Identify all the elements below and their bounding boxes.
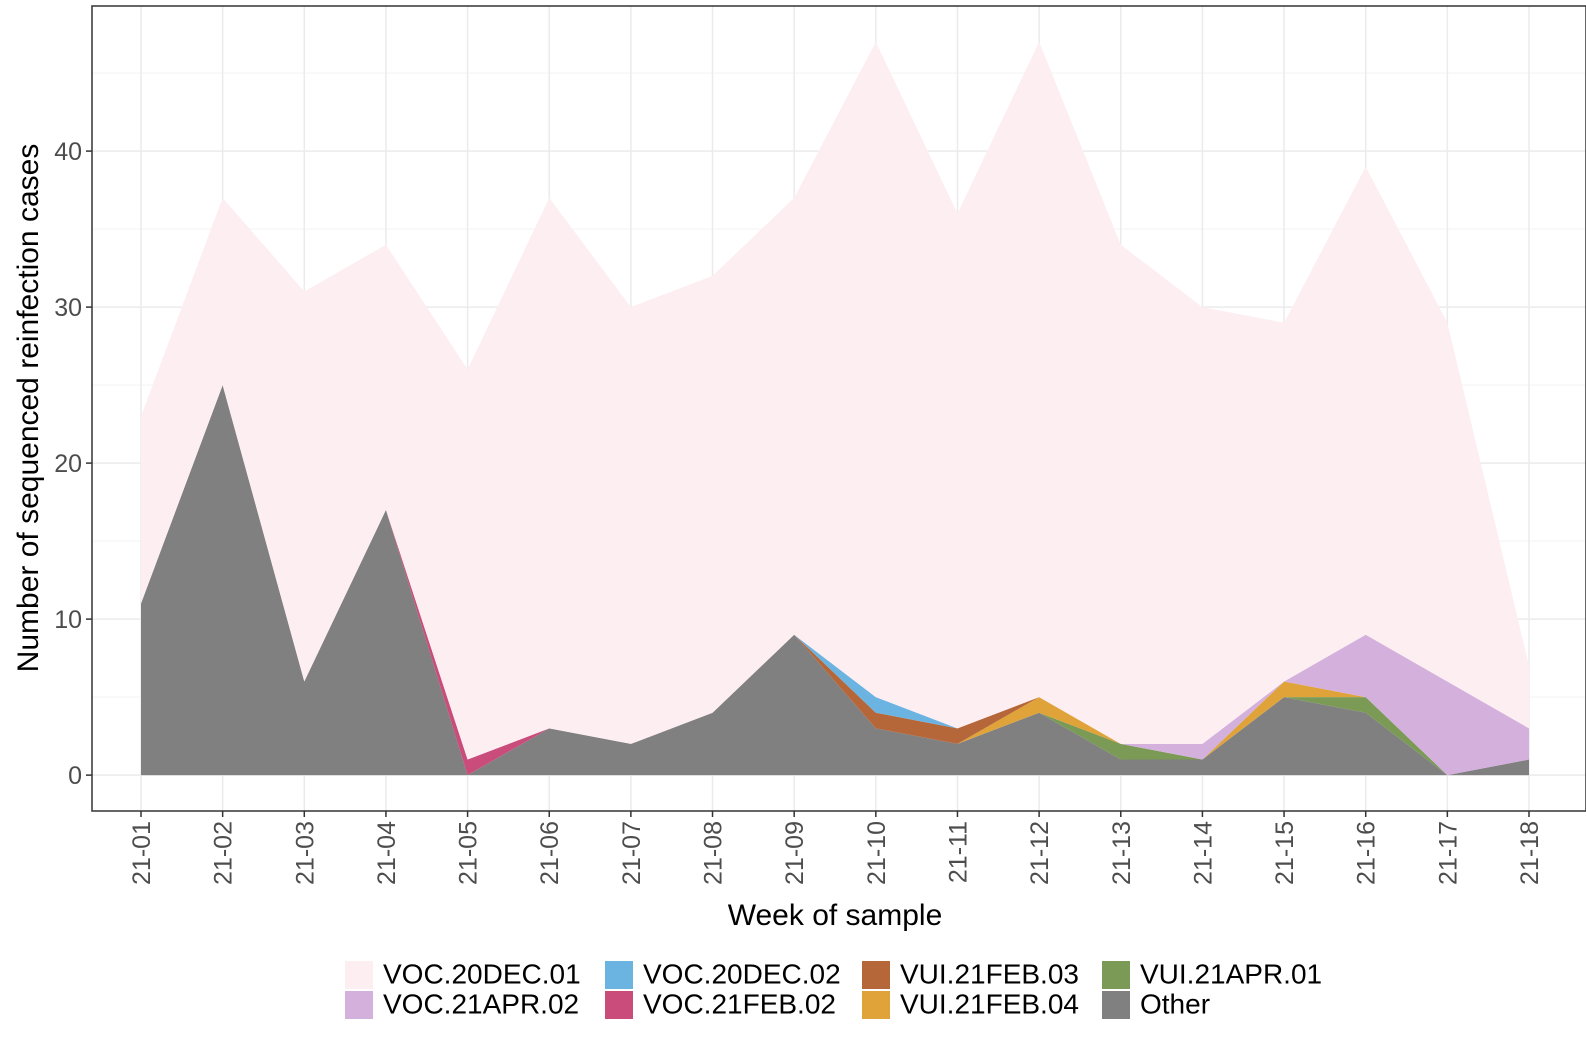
- legend-label: VUI.21FEB.04: [900, 988, 1079, 1019]
- x-tick-label: 21-01: [128, 821, 156, 885]
- legend-label: VUI.21FEB.03: [900, 958, 1079, 989]
- legend-label: VOC.21APR.02: [383, 988, 579, 1019]
- x-tick-label: 21-04: [373, 821, 401, 885]
- y-tick-label: 10: [54, 606, 82, 634]
- x-tick-label: 21-03: [291, 821, 319, 885]
- x-tick-label: 21-18: [1516, 821, 1544, 885]
- legend-key: [345, 961, 373, 989]
- x-tick-label: 21-09: [781, 821, 809, 885]
- y-tick-label: 30: [54, 294, 82, 322]
- x-tick-label: 21-05: [455, 821, 483, 885]
- x-tick-label: 21-12: [1026, 821, 1054, 885]
- legend-key: [1102, 961, 1130, 989]
- legend-label: VUI.21APR.01: [1140, 958, 1322, 989]
- legend-label: VOC.20DEC.01: [383, 958, 581, 989]
- legend-key: [862, 961, 890, 989]
- area: [141, 385, 1529, 776]
- x-tick-label: 21-14: [1189, 821, 1217, 885]
- area: [141, 41, 1529, 760]
- legend-key: [345, 991, 373, 1019]
- x-tick-label: 21-08: [700, 821, 728, 885]
- legend-label: VOC.20DEC.02: [643, 958, 841, 989]
- x-tick-label: 21-02: [210, 821, 238, 885]
- x-tick-label: 21-15: [1271, 821, 1299, 885]
- y-axis-title: Number of sequenced reinfection cases: [12, 144, 45, 673]
- x-tick-label: 21-10: [863, 821, 891, 885]
- plot-border: [91, 5, 1586, 812]
- x-tick-label: 21-11: [944, 821, 972, 883]
- legend-label: VOC.21FEB.02: [643, 988, 836, 1019]
- y-tick-label: 20: [54, 450, 82, 478]
- legend-key: [605, 961, 633, 989]
- x-tick-label: 21-06: [536, 821, 564, 885]
- legend-key: [605, 991, 633, 1019]
- x-axis-title: Week of sample: [728, 899, 943, 932]
- y-tick-label: 0: [68, 762, 82, 790]
- x-tick-label: 21-07: [618, 821, 646, 885]
- legend-label: Other: [1140, 988, 1210, 1019]
- y-tick-label: 40: [54, 138, 82, 166]
- x-tick-label: 21-13: [1108, 821, 1136, 885]
- legend-key: [862, 991, 890, 1019]
- legend-key: [1102, 991, 1130, 1019]
- x-tick-label: 21-16: [1353, 821, 1381, 885]
- x-tick-label: 21-17: [1434, 821, 1462, 885]
